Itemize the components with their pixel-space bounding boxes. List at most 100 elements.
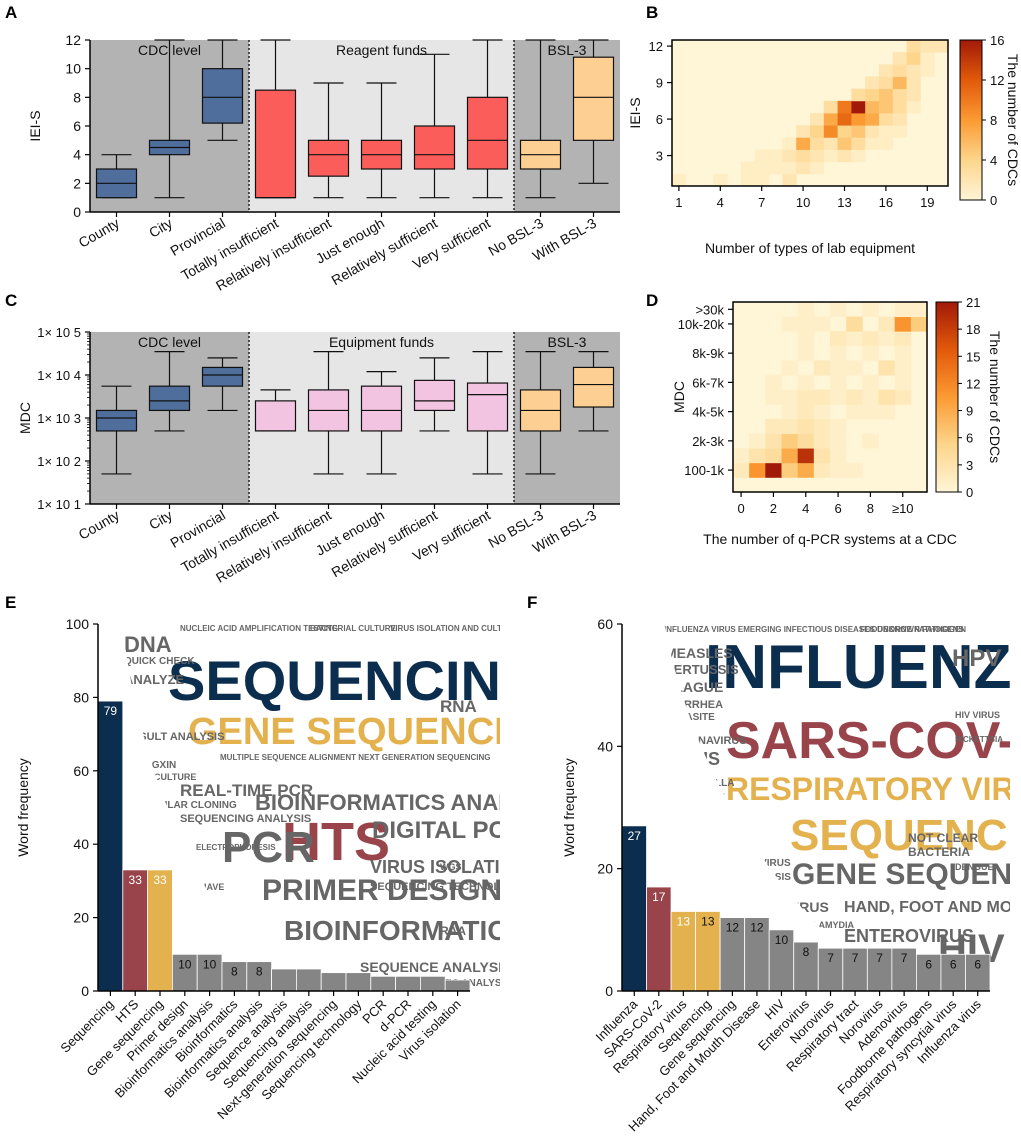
y-tick-label-3: 12 (649, 39, 663, 54)
heatmap-cell (879, 125, 894, 138)
heatmap-cell (797, 389, 815, 405)
heatmap-frame (732, 301, 928, 493)
heatmap-cell (781, 418, 799, 434)
y-tick-label-2: 40 (597, 738, 613, 754)
heatmap-cell (894, 389, 912, 405)
y-axis-title: Word frequency (15, 758, 31, 857)
box-2 (201, 366, 244, 387)
y-tick-label-4: 8 (73, 89, 81, 105)
heatmap-cell (754, 173, 769, 187)
x-tick-label-0: 0 (737, 501, 744, 516)
colorbar-tick-label-3: 9 (966, 404, 973, 419)
bar-10 (345, 972, 372, 992)
heatmap-cell (862, 375, 879, 391)
heatmap-cell (892, 76, 907, 90)
heatmap-cell (830, 345, 847, 361)
bar-value-label-8: 7 (827, 951, 834, 965)
heatmap-cell (906, 76, 921, 90)
word-cloud-word-3: SEQUENCING (790, 811, 1021, 860)
panel-b-heatmap: 1 4 7 10 13 16 19 3 6 9 12 Number of types of lab e… (627, 33, 1021, 256)
colorbar-tick-label-2: 6 (966, 431, 973, 446)
heatmap-cell (765, 448, 782, 464)
word-cloud-word-10: DNA (124, 632, 172, 657)
x-tick-label-2: 4 (802, 501, 809, 516)
heatmap-cell (865, 100, 880, 114)
bar-value-label-0: 27 (628, 829, 642, 843)
bar-value-label-4: 10 (203, 957, 217, 971)
bar-4 (196, 953, 223, 992)
y-tick-label-5: 10 (65, 61, 81, 77)
x-tick-label-0: County (76, 507, 122, 543)
x-axis-title: Number of types of lab equipment (705, 240, 915, 256)
heatmap-cell (781, 462, 799, 478)
heatmap-cell (741, 173, 756, 187)
bar-value-label-6: 10 (775, 933, 789, 947)
word-cloud-word-27: WGS (440, 862, 462, 872)
bar-value-label-5: 8 (231, 965, 238, 979)
word-cloud-word-0: SEQUENCING (168, 649, 545, 712)
bar-value-label-1: 33 (129, 873, 143, 887)
heatmap-cell (920, 52, 935, 65)
word-cloud-word-8: VIRUS ISOLATION (370, 857, 527, 877)
x-tick-label-1: 4 (717, 195, 724, 210)
colorbar-tick-label-0: 0 (966, 485, 973, 500)
heatmap-cell (781, 404, 799, 420)
heatmap-cell (851, 100, 866, 114)
word-cloud-word-6: BIOINFORMATICS ANALYSIS (255, 790, 560, 815)
x-axis-title: The number of q-PCR systems at a CDC (703, 531, 957, 547)
heatmap-cell (894, 360, 912, 376)
heatmap-cell (713, 173, 728, 187)
y-tick-label-3: 6k-7k (692, 375, 724, 390)
heatmap-cell (892, 100, 907, 114)
y-tick-label-2: 1× 10 3 (37, 411, 81, 426)
word-cloud-word-29: ELECTROPHORESIS (196, 843, 276, 852)
heatmap-cell (846, 331, 863, 347)
x-tick-label-2: 7 (758, 195, 765, 210)
y-tick-label-3: 1× 10 2 (37, 454, 81, 469)
x-tick-label-1: City (146, 215, 175, 241)
word-cloud-word-27: HIV VIRUS (955, 710, 1000, 720)
heatmap-cell (906, 88, 921, 102)
heatmap-cell (846, 389, 863, 405)
word-cloud-word-1: GENE SEQUENCING (188, 711, 562, 753)
panel-d-heatmap: 0 2 4 6 8 ≥10 100-1k 2k-3k 4k-5k 6k-7k 8k-9k 10k-20… (671, 295, 1003, 547)
bar-value-label-12: 6 (925, 957, 932, 971)
heatmap-cell (781, 448, 799, 464)
panel-letter-a: A (5, 3, 17, 22)
word-cloud-word-18: ARBOVIRUS (665, 792, 725, 803)
heatmap-cell (813, 448, 831, 464)
heatmap-cell (862, 404, 879, 420)
heatmap-cell (810, 125, 825, 138)
word-cloud-word-0: INFLUENZA (705, 633, 1021, 702)
word-cloud-word-21: NUCLEIC ACID AMPLIFICATION TESTING (180, 624, 338, 633)
heatmap-cell (781, 360, 799, 376)
heatmap-cell (851, 137, 866, 150)
word-cloud-word-7: DIGITAL PCR (372, 817, 523, 844)
heatmap-cell (851, 113, 866, 126)
heatmap-cell (797, 418, 815, 434)
bar-2 (147, 869, 173, 992)
word-cloud-word-23: VIRUS ISOLATION AND CULTURE (390, 624, 519, 633)
heatmap-cell (749, 462, 766, 478)
word-cloud-word-1: SARS-COV-2 (726, 712, 1021, 770)
y-tick-label-4: 1× 10 1 (37, 497, 81, 512)
heatmap-cell (768, 149, 783, 163)
y-tick-label-2: 40 (73, 836, 89, 852)
box-9 (572, 56, 615, 141)
heatmap-cell (837, 149, 852, 163)
x-tick-label-0: County (76, 215, 122, 251)
box-6 (413, 125, 456, 170)
y-axis-title: MDC (17, 402, 33, 434)
bar-9 (320, 972, 347, 992)
heatmap-cell (830, 389, 847, 405)
y-tick-label-2: 4k-5k (692, 405, 724, 420)
bar-0 (621, 825, 647, 992)
bar-14 (965, 953, 991, 992)
x-tick-label-4: 8 (867, 501, 874, 516)
colorbar (959, 39, 983, 201)
group-label-0: CDC level (138, 334, 201, 350)
panel-letter-c: C (5, 291, 17, 310)
x-tick-label-0: 1 (675, 195, 682, 210)
bar-9 (842, 947, 868, 992)
